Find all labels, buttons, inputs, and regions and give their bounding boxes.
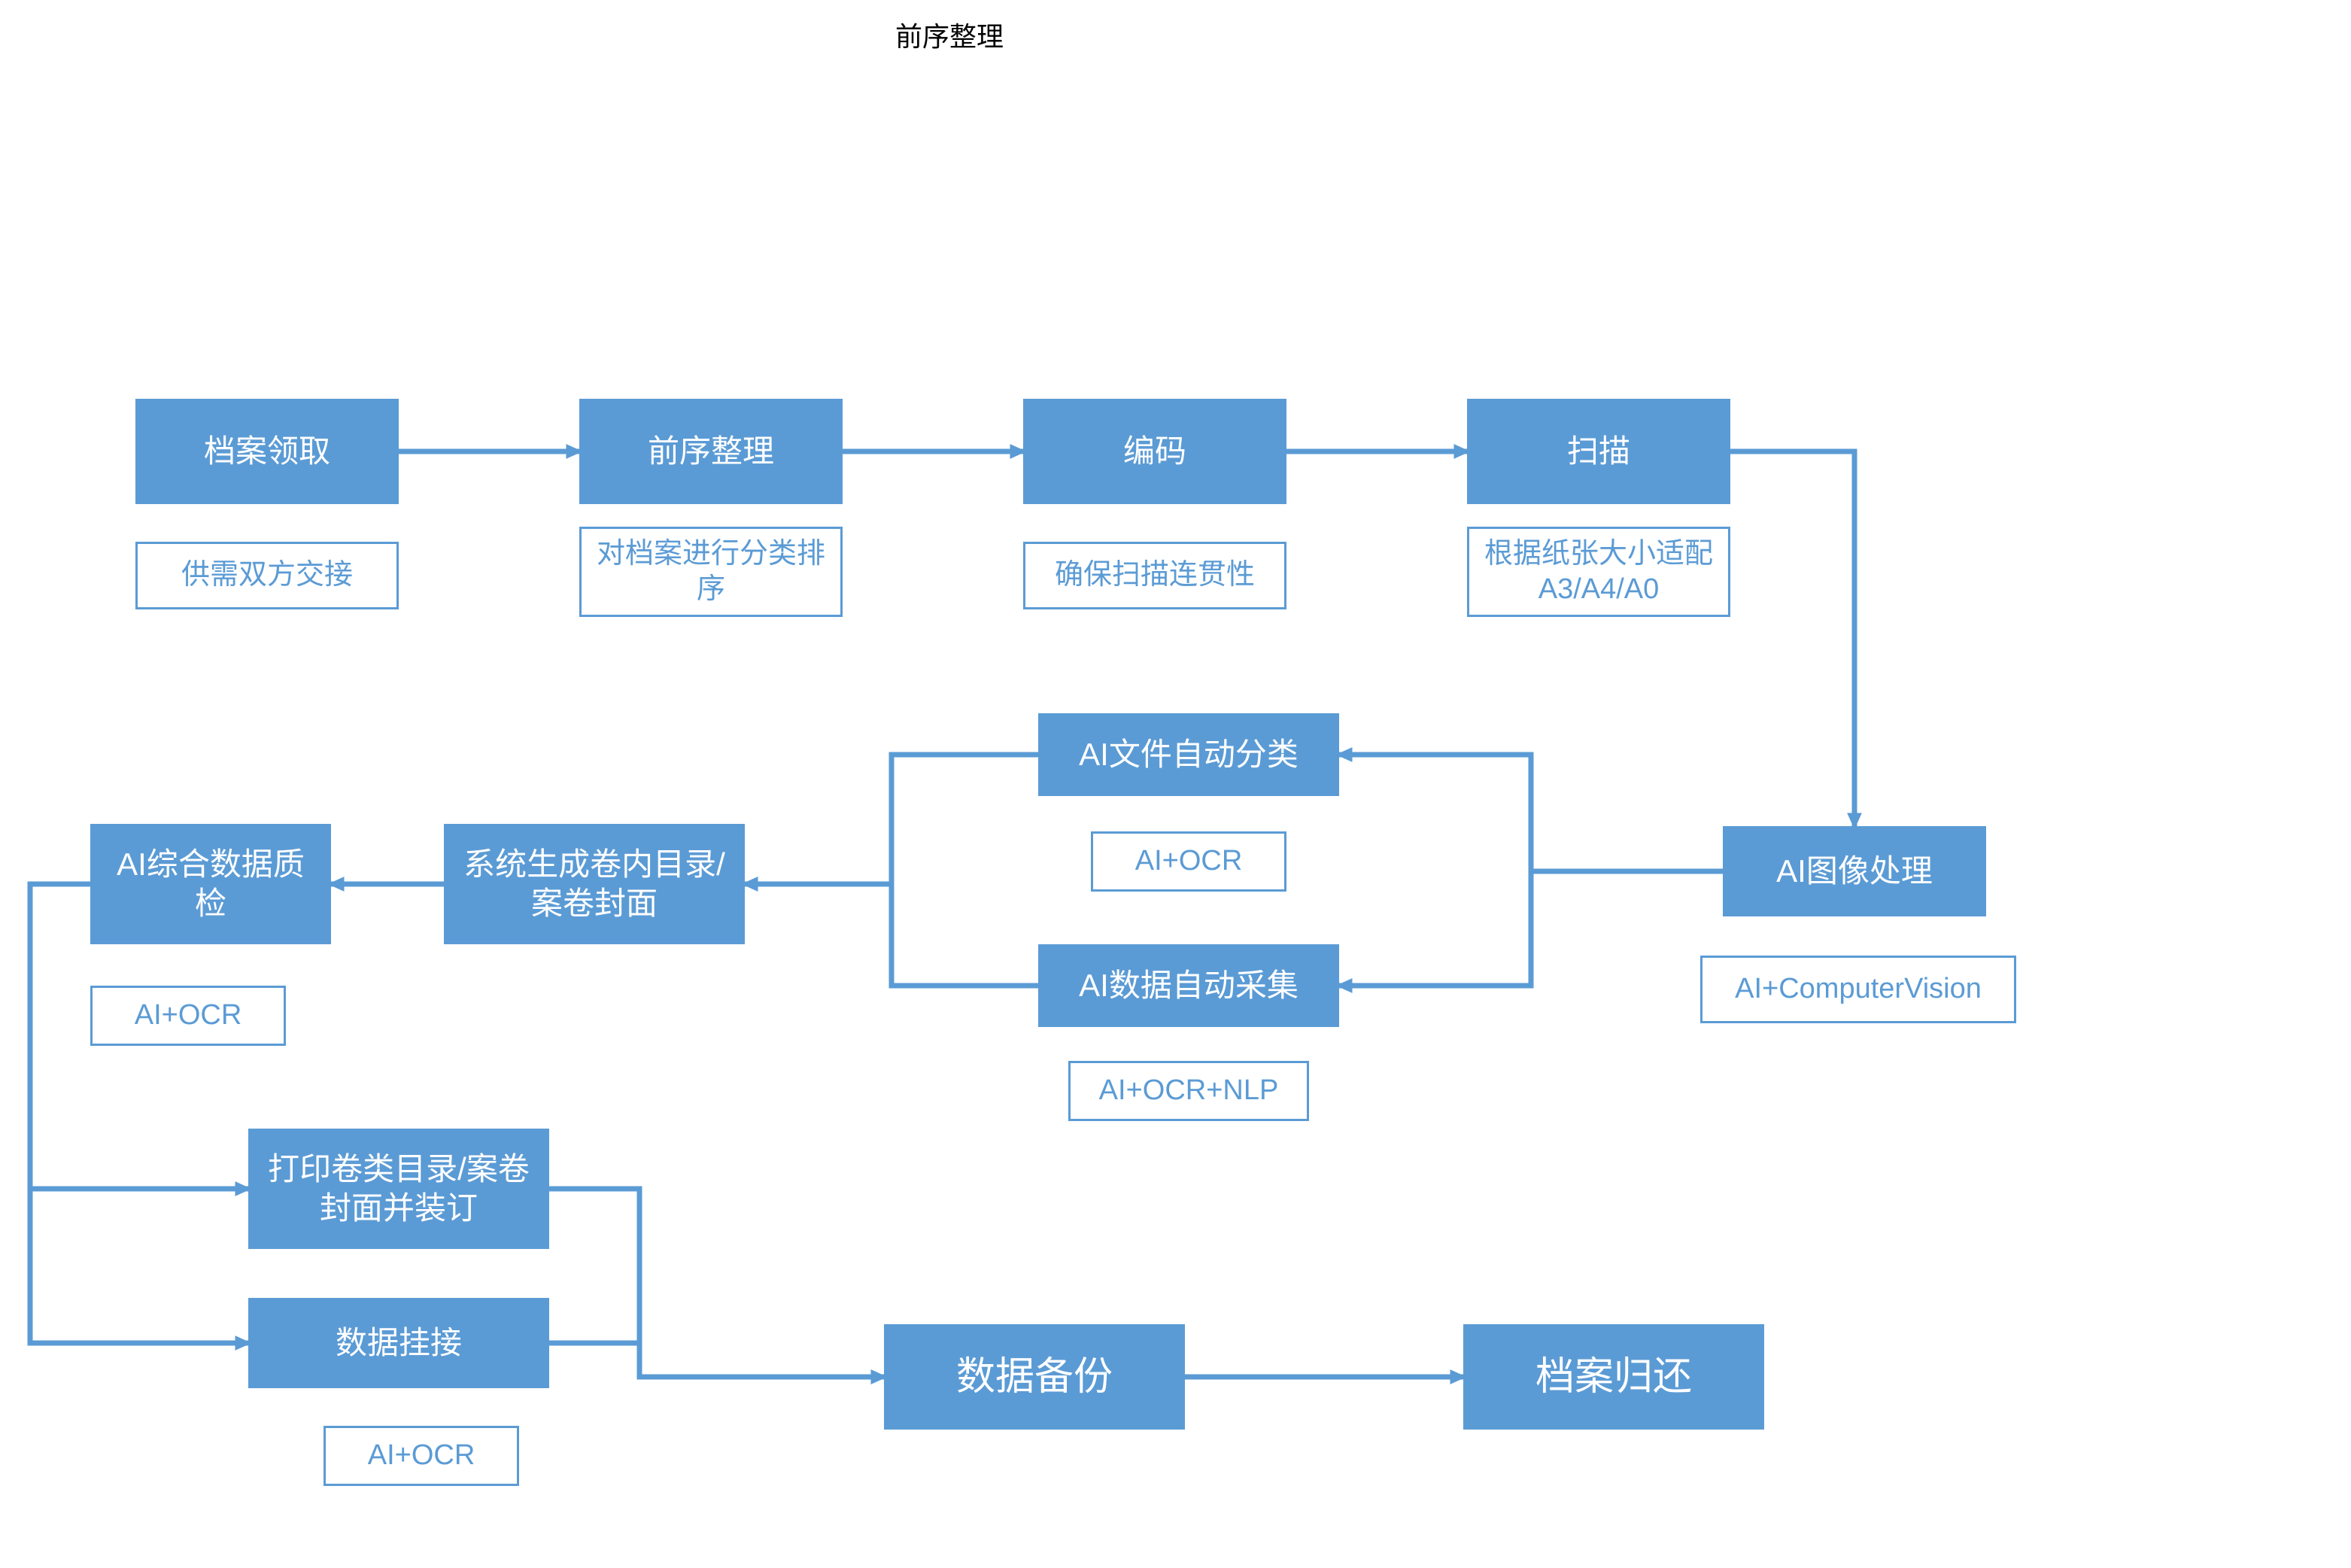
node-n12: 数据备份 (884, 1324, 1185, 1430)
note-n2: 对档案进行分类排序 (579, 527, 843, 617)
note-n7: AI+OCR+NLP (1068, 1061, 1309, 1121)
node-n9: AI综合数据质检 (90, 824, 331, 944)
node-n8: 系统生成卷内目录/案卷封面 (444, 824, 745, 944)
edge-n5-n6 (1339, 755, 1723, 871)
note-n4: 根据纸张大小适配A3/A4/A0 (1467, 527, 1730, 617)
edge-n5-n7 (1339, 871, 1723, 986)
note-n3: 确保扫描连贯性 (1023, 542, 1286, 609)
node-n10: 打印卷类目录/案卷封面并装订 (248, 1129, 549, 1249)
edge-n6-n8 (745, 755, 1038, 884)
note-n6: AI+OCR (1091, 831, 1286, 892)
node-n11: 数据挂接 (248, 1298, 549, 1388)
edge-n11-n12 (549, 1343, 884, 1377)
edge-n7-n8 (745, 884, 1038, 986)
edge-n9-n11 (30, 884, 248, 1343)
node-n4: 扫描 (1467, 399, 1730, 504)
node-n6: AI文件自动分类 (1038, 713, 1339, 796)
note-n11: AI+OCR (323, 1426, 519, 1486)
node-n13: 档案归还 (1463, 1324, 1764, 1430)
node-n7: AI数据自动采集 (1038, 944, 1339, 1027)
note-n9: AI+OCR (90, 986, 286, 1046)
edge-n4-n5 (1730, 451, 1854, 826)
note-n1: 供需双方交接 (135, 542, 399, 609)
edge-n10-n12 (549, 1189, 884, 1377)
node-n5: AI图像处理 (1723, 826, 1986, 916)
node-n1: 档案领取 (135, 399, 399, 504)
node-n2: 前序整理 (579, 399, 843, 504)
note-n5: AI+ComputerVision (1700, 956, 2016, 1023)
node-n3: 编码 (1023, 399, 1286, 504)
flowchart-canvas: 前序整理 档案领取前序整理编码扫描AI图像处理AI文件自动分类AI数据自动采集系… (0, 0, 2351, 1568)
diagram-title: 前序整理 (895, 15, 1004, 54)
